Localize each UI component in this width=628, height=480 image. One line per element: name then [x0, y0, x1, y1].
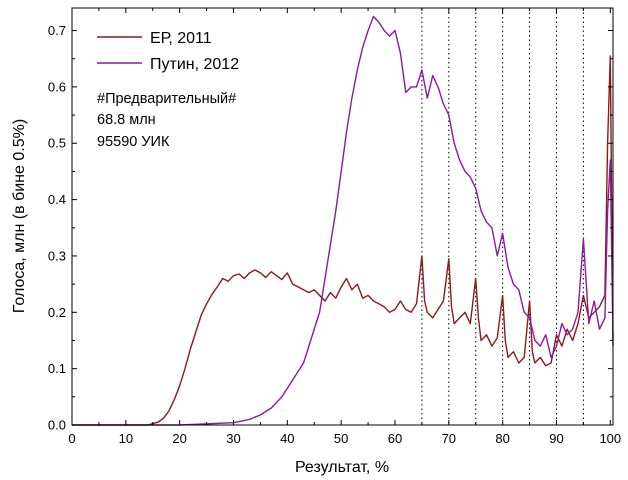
y-axis-title: Голоса, млн (в бине 0.5%): [11, 119, 28, 313]
plot-area-frame: [71, 7, 614, 426]
series-line-1: [72, 15, 614, 426]
reference-lines: [421, 8, 584, 425]
x-axis-title: Результат, %: [295, 459, 389, 476]
legend-label-1: Путин, 2012: [150, 56, 239, 73]
x-tick-label: 70: [442, 431, 456, 446]
y-tick-label: 0.5: [48, 136, 66, 151]
annotation-uik-count: 95590 УИК: [97, 134, 170, 150]
y-tick-label: 0.2: [48, 305, 66, 320]
x-tick-label: 90: [549, 431, 563, 446]
y-tick-label: 0.0: [48, 418, 66, 433]
legend-label-0: ЕР, 2011: [150, 30, 212, 47]
y-tick-label: 0.4: [48, 192, 66, 207]
x-tick-label: 30: [226, 431, 240, 446]
x-tick-label: 80: [495, 431, 509, 446]
axis-ticks: 0 10 20 30 40 50 60 70 80 90 100 0.0 0.1 0.2 0.3 0.4 0.5…: [48, 8, 621, 446]
y-tick-label: 0.7: [48, 23, 66, 38]
y-tick-label: 0.6: [48, 79, 66, 94]
x-tick-label: 50: [334, 431, 348, 446]
series-layer: [72, 15, 614, 426]
x-tick-label: 10: [119, 431, 133, 446]
x-tick-label: 100: [599, 431, 621, 446]
x-tick-label: 20: [172, 431, 186, 446]
y-tick-label: 0.1: [48, 361, 66, 376]
annotation-total-votes: 68.8 млн: [97, 112, 156, 128]
x-tick-label: 60: [388, 431, 402, 446]
x-tick-label: 40: [280, 431, 294, 446]
annotation-preliminary: #Предварительный#: [97, 91, 236, 107]
x-tick-label: 0: [68, 431, 75, 446]
y-tick-label: 0.3: [48, 248, 66, 263]
legend: ЕР, 2011 Путин, 2012: [97, 30, 239, 73]
series-line-0: [72, 55, 614, 426]
